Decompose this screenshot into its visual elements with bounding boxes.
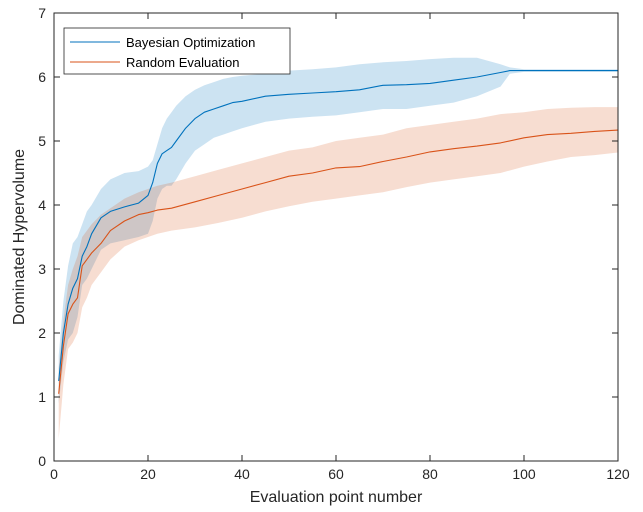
tick-labels: 0 20 40 60 80 100 120 0 1 2 3 4 5 6 7: [38, 5, 630, 482]
y-axis-label: Dominated Hypervolume: [11, 149, 28, 325]
series-line-0: [58, 70, 618, 382]
legend-label-bayesian: Bayesian Optimization: [126, 35, 255, 50]
y-tick-label: 4: [38, 197, 46, 213]
confidence-band-0: [58, 57, 618, 404]
y-tick-label: 5: [38, 133, 46, 149]
series-line-1: [58, 129, 619, 394]
legend-label-random: Random Evaluation: [126, 55, 239, 70]
axis-ticks: [53, 12, 619, 462]
x-tick-label: 80: [422, 466, 438, 482]
x-tick-label: 40: [234, 466, 250, 482]
confidence-band-1: [58, 107, 618, 439]
confidence-bands: [58, 57, 618, 439]
legend: Bayesian Optimization Random Evaluation: [63, 27, 291, 75]
x-axis-label: Evaluation point number: [250, 489, 423, 506]
x-tick-label: 120: [606, 466, 630, 482]
x-tick-label: 60: [328, 466, 344, 482]
plot-background: [54, 13, 618, 461]
x-tick-label: 0: [50, 466, 58, 482]
y-tick-label: 1: [38, 389, 46, 405]
y-tick-label: 2: [38, 325, 46, 341]
x-tick-label: 100: [512, 466, 536, 482]
legend-box: [63, 27, 291, 75]
series-lines: [58, 70, 619, 394]
y-tick-label: 0: [38, 453, 46, 469]
y-tick-label: 6: [38, 69, 46, 85]
y-tick-label: 7: [38, 5, 46, 21]
y-tick-label: 3: [38, 261, 46, 277]
x-tick-label: 20: [140, 466, 156, 482]
